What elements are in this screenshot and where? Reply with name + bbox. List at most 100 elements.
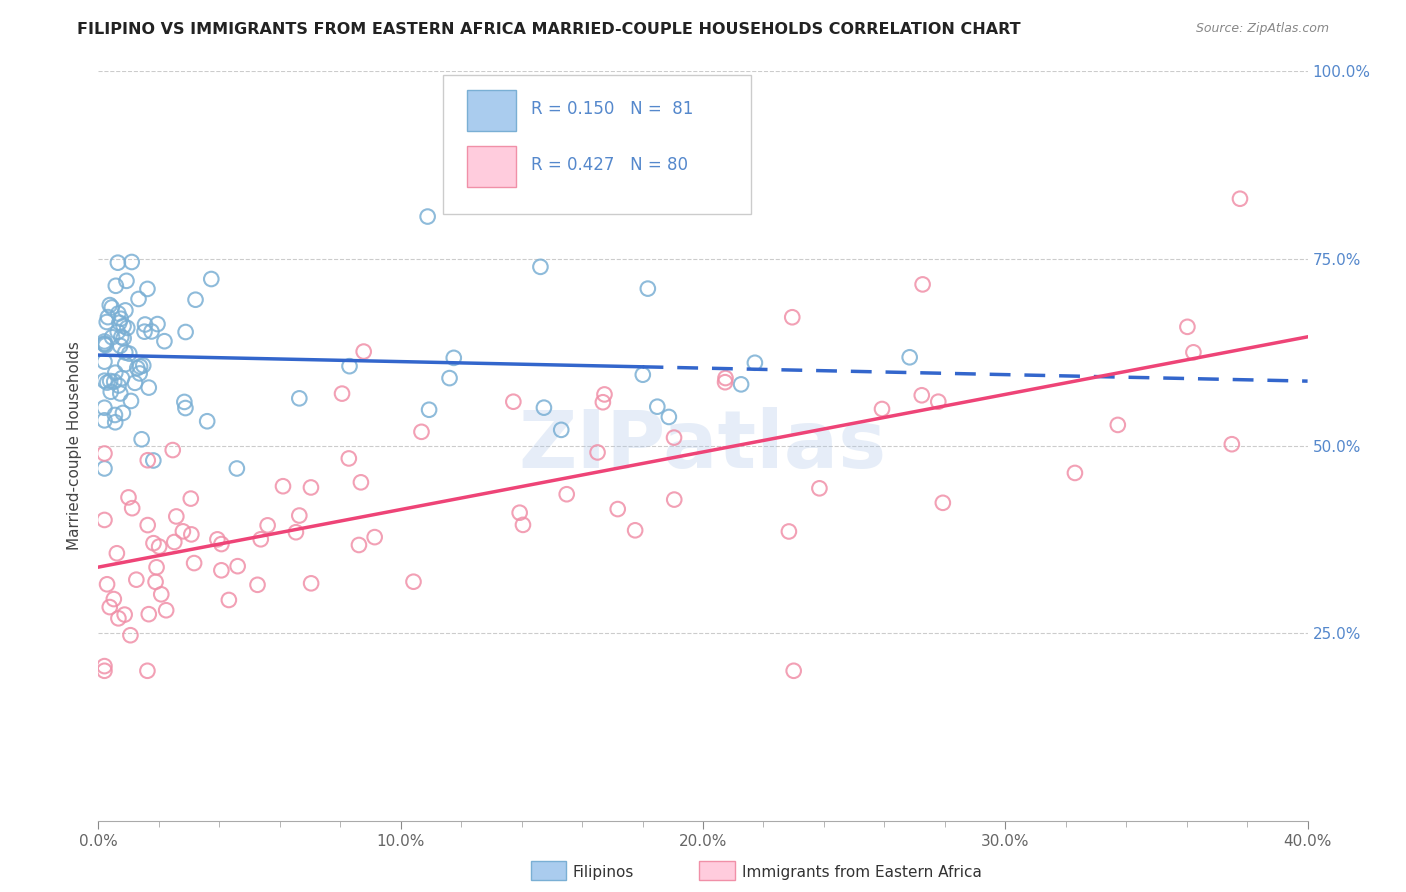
Point: [780, 310, 803, 325]
Point: [104, 408, 127, 422]
Point: [209, 563, 232, 577]
Point: [118, 346, 141, 360]
Point: [111, 406, 134, 420]
Point: [104, 415, 127, 429]
Point: [103, 592, 125, 607]
Point: [112, 318, 135, 333]
Point: [353, 344, 375, 359]
Point: [107, 256, 129, 270]
Point: [284, 525, 307, 540]
Point: [932, 496, 955, 510]
Point: [744, 356, 766, 370]
Y-axis label: Married-couple Households: Married-couple Households: [67, 342, 83, 550]
Point: [165, 509, 187, 524]
Point: [550, 423, 572, 437]
Point: [155, 603, 177, 617]
Point: [664, 492, 686, 507]
Point: [100, 384, 122, 399]
Point: [1229, 192, 1251, 206]
Point: [714, 371, 737, 385]
Point: [1220, 437, 1243, 451]
Point: [808, 481, 831, 495]
Point: [226, 559, 249, 574]
Point: [288, 392, 311, 406]
Point: [662, 431, 685, 445]
Point: [271, 479, 294, 493]
Point: [1064, 466, 1087, 480]
Point: [173, 395, 195, 409]
Point: [163, 535, 186, 549]
Point: [249, 533, 271, 547]
Point: [124, 376, 146, 390]
Point: [225, 461, 247, 475]
Point: [246, 578, 269, 592]
Point: [101, 330, 124, 344]
Point: [593, 387, 616, 401]
Bar: [467, 146, 516, 187]
Point: [898, 351, 921, 365]
Point: [103, 375, 125, 389]
Point: [136, 518, 159, 533]
Point: [93, 513, 115, 527]
Point: [120, 628, 142, 642]
Point: [207, 533, 229, 547]
Point: [162, 443, 184, 458]
Point: [299, 480, 322, 494]
Point: [93, 374, 115, 388]
Point: [114, 303, 136, 318]
Point: [114, 345, 136, 359]
Point: [107, 378, 129, 392]
Point: [138, 381, 160, 395]
Point: [93, 334, 115, 349]
Point: [121, 501, 143, 516]
Point: [209, 537, 232, 551]
Point: [98, 298, 121, 312]
Text: ZIPatlas: ZIPatlas: [519, 407, 887, 485]
Point: [184, 293, 207, 307]
Point: [637, 282, 659, 296]
Point: [911, 388, 934, 402]
Point: [93, 659, 115, 673]
Text: Source: ZipAtlas.com: Source: ZipAtlas.com: [1195, 22, 1329, 36]
Point: [783, 664, 806, 678]
Point: [101, 301, 124, 315]
Point: [200, 272, 222, 286]
Point: [115, 274, 138, 288]
Point: [138, 607, 160, 622]
Point: [714, 375, 737, 389]
Point: [411, 425, 433, 439]
Point: [180, 527, 202, 541]
Point: [416, 210, 439, 224]
Point: [606, 502, 628, 516]
Point: [141, 325, 163, 339]
Point: [96, 376, 118, 390]
Point: [98, 600, 121, 615]
Point: [911, 277, 934, 292]
Point: [1107, 417, 1129, 432]
Point: [93, 446, 115, 460]
Point: [96, 315, 118, 329]
Point: [418, 402, 440, 417]
Point: [555, 487, 578, 501]
Point: [174, 325, 197, 339]
Point: [104, 366, 127, 380]
Point: [107, 611, 129, 625]
Point: [125, 573, 148, 587]
Point: [131, 432, 153, 446]
Point: [502, 394, 524, 409]
Point: [350, 475, 373, 490]
Point: [132, 359, 155, 373]
Point: [98, 374, 121, 388]
Text: Filipinos: Filipinos: [574, 865, 634, 880]
Point: [402, 574, 425, 589]
Point: [93, 337, 115, 351]
Point: [97, 310, 120, 325]
Point: [218, 593, 240, 607]
Point: [112, 331, 135, 345]
Point: [110, 311, 132, 326]
Point: [96, 577, 118, 591]
Point: [145, 560, 167, 574]
Text: Immigrants from Eastern Africa: Immigrants from Eastern Africa: [742, 865, 981, 880]
Text: R = 0.150   N =  81: R = 0.150 N = 81: [531, 100, 693, 118]
Point: [347, 538, 370, 552]
